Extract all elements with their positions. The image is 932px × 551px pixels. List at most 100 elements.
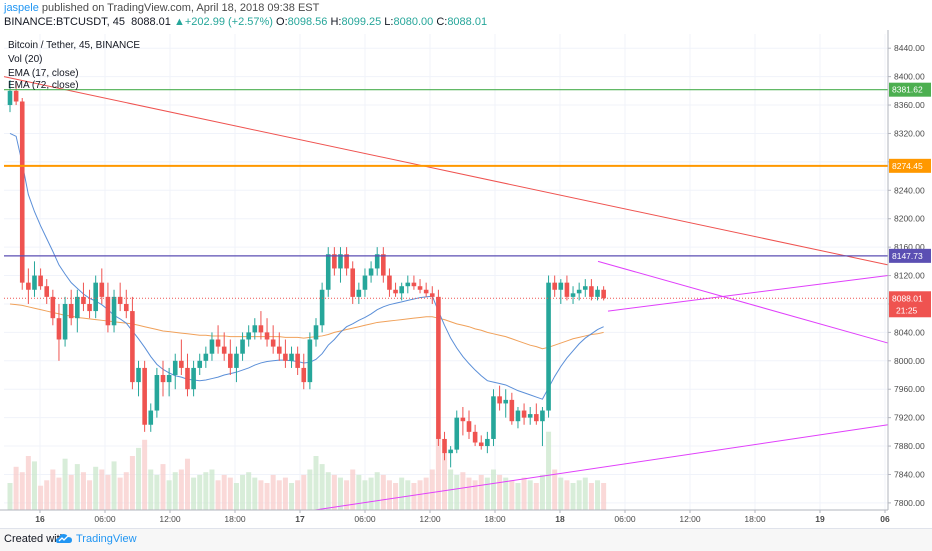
candle-body [44,286,50,297]
volume-bar [484,477,490,510]
candle-body [289,353,294,361]
volume-bar [178,469,184,510]
level-price-tag [889,248,931,263]
candle-body [215,339,221,347]
volume-bar [295,480,301,510]
publisher-link[interactable]: jaspele [4,2,39,14]
publish-text: published on TradingView.com, April 18, … [41,2,320,14]
volume-bar [270,474,276,510]
candlesticks [7,80,606,468]
volume-bar [380,474,386,510]
candle-body [381,254,386,276]
volume-bar [264,483,270,510]
candle-body [368,268,374,276]
volume-bar [478,474,484,510]
time-tick-label: 12:00 [419,514,441,522]
volume-bar [325,472,331,510]
candle-body [228,353,233,368]
candle-body [234,353,239,368]
level-price-label: 8274.45 [892,161,923,171]
price-tick-label: 8200.00 [894,214,925,224]
candle-body [179,360,184,368]
volume-bar [282,477,288,510]
volume-bar [93,466,99,510]
candle-body [276,346,282,354]
volume-bar [154,474,160,510]
volume-bar [227,477,233,510]
candle-body [399,286,404,294]
volume-bar [313,456,319,510]
trendline-red [3,76,889,266]
footer-bar: Created with TradingView [0,528,932,551]
candle-body [197,360,203,368]
volume-bar [289,483,295,510]
volume-bar [197,474,203,510]
volume-bar [252,477,258,510]
volume-bar [595,480,601,510]
volume-bar [374,472,380,510]
candle-body [87,303,92,312]
volume-bar [44,480,50,510]
legend-volume: Vol (20) [8,54,42,65]
volume-bar [588,483,594,510]
candle-body [374,254,380,269]
volume-bar [521,477,527,510]
volume-bar [570,483,576,510]
time-tick-label: 18 [555,514,565,522]
candle-body [595,289,600,297]
volume-bar [129,456,135,510]
chart-area[interactable]: 7800.00 7840.00 7880.00 7920.00 7960.00 8000.… [0,30,932,524]
volume-bars [7,431,607,510]
candle-body [13,90,19,102]
price-tick-label: 8040.00 [894,327,925,337]
candle-body [497,396,502,404]
candle-body [264,332,270,340]
volume-bar [472,480,478,510]
ohlc-line: BINANCE:BTCUSDT, 45 8088.01 ▲+202.99 (+2… [4,16,487,28]
candle-body [203,353,209,361]
candle-body [558,282,564,290]
candle-body [534,414,539,422]
volume-bar [429,469,435,510]
candle-body [283,353,288,361]
price-tick-label: 8320.00 [894,128,925,138]
price-tick-label: 8160.00 [894,242,925,252]
horizontal-levels [4,89,888,299]
price-tick-label: 8400.00 [894,72,925,82]
volume-bar [497,474,503,510]
volume-bar [166,480,172,510]
volume-bar [539,474,545,510]
legend-ema72: EMA (72, close) [8,80,79,91]
volume-bar [509,480,515,510]
volume-bar [307,469,313,510]
candle-body [589,286,594,297]
volume-bar [136,447,142,510]
candle-body [130,311,135,383]
low-label: L: [384,16,394,28]
volume-bar [184,458,190,510]
candle-body [509,399,515,422]
price-chart-svg[interactable]: 7800.00 7840.00 7880.00 7920.00 7960.00 8000.… [0,30,932,524]
candle-body [56,318,62,340]
volume-bar [442,453,448,510]
candle-body [68,303,74,319]
time-tick-label: 06:00 [94,514,116,522]
volume-bar [105,474,111,510]
volume-bar [460,472,466,510]
time-axis[interactable]: 16 06:00 12:00 18:00 17 06:00 12:00 18:00 18 06:0… [0,509,890,524]
volume-bar [117,477,123,510]
candle-body [503,399,509,404]
level-price-label: 8381.62 [892,85,923,95]
candle-body [32,275,37,290]
candle-body [38,275,43,287]
candle-body [142,367,147,425]
created-with-text: Created with [4,533,66,545]
price-tick-label: 8240.00 [894,185,925,195]
volume-bar [344,480,350,510]
tradingview-brand-link[interactable]: TradingView [76,533,137,545]
volume-bar [13,466,19,510]
legend-symbol: Bitcoin / Tether, 45, BINANCE [8,40,140,51]
candle-body [185,367,190,390]
price-axis[interactable]: 7800.00 7840.00 7880.00 7920.00 7960.00 8000.… [887,30,932,522]
price-axis-bg [888,30,932,522]
